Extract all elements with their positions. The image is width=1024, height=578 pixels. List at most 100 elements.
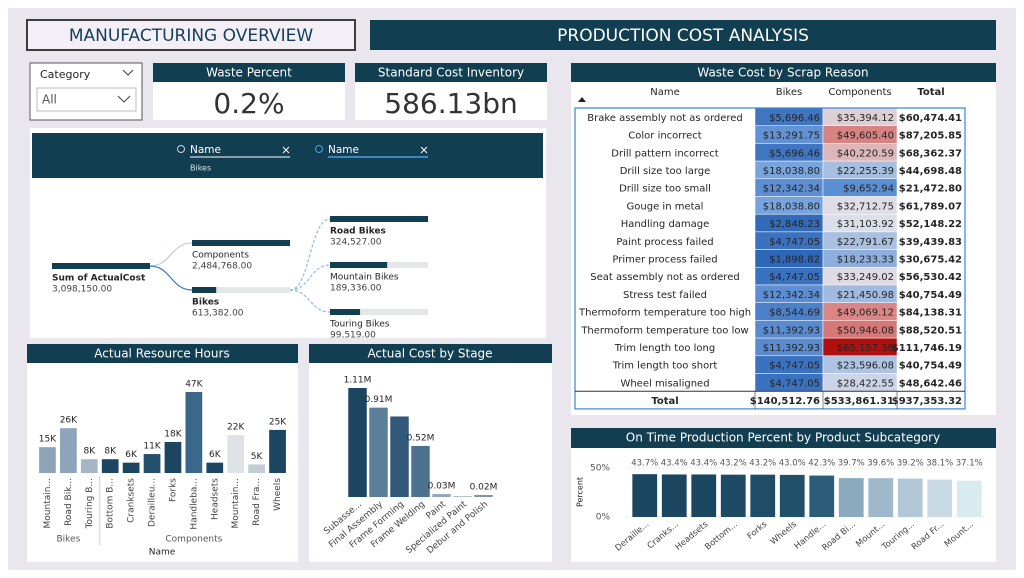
bar [192, 287, 217, 293]
cell: $40,754.49 [899, 361, 962, 372]
cell: $50,946.08 [837, 325, 894, 336]
cell: $44,698.48 [899, 166, 962, 177]
data-label: 43.7% [631, 459, 658, 469]
cell: $40,220.59 [837, 148, 894, 159]
total-cell: $533,861.31 [824, 396, 894, 407]
connector [149, 242, 193, 267]
cell: $23,596.08 [837, 361, 894, 372]
cell: $28,422.55 [837, 378, 894, 389]
bar [956, 480, 982, 517]
cell: $56,530.42 [899, 272, 962, 283]
cell: Trim length too short [612, 361, 718, 372]
data-label: 43.2% [720, 459, 747, 469]
cell: $30,675.42 [899, 254, 962, 265]
node-name: Bikes [192, 298, 219, 308]
chevron [117, 95, 131, 103]
cell: $60,474.41 [899, 113, 962, 124]
cell: $9,652.94 [843, 184, 894, 195]
chart-title: Actual Resource Hours [94, 347, 229, 361]
data-label: 22K [227, 423, 245, 433]
bar [720, 474, 746, 517]
cell: $4,747.05 [769, 378, 820, 389]
x-tick-label: Derailleu... [148, 478, 158, 527]
x-tick-label: Cranksets [127, 478, 137, 523]
column-header[interactable]: Bikes [776, 87, 802, 98]
cell: $32,712.75 [837, 201, 894, 212]
card-label: Waste Percent [206, 66, 292, 80]
cell: $61,789.07 [899, 201, 962, 212]
x-tick-label: Bottom B... [106, 478, 116, 529]
column-header[interactable]: Components [828, 87, 891, 98]
bar [185, 392, 203, 473]
x-tick-label: Road Bik... [64, 478, 74, 526]
x-axis-label: Name [149, 548, 176, 558]
bar [348, 388, 367, 497]
data-label: 11K [143, 442, 161, 452]
slicer-dropdown[interactable] [36, 87, 137, 112]
cell: Drill size too small [619, 184, 711, 195]
close-icon[interactable] [420, 146, 428, 154]
cell: $8,544.69 [769, 308, 820, 319]
y-tick-label: 0% [596, 513, 611, 523]
y-axis-label: Percent [576, 477, 585, 507]
cell: $87,205.85 [899, 131, 962, 142]
bar [390, 416, 409, 497]
cell: Seat assembly not as ordered [590, 272, 739, 283]
cell: Primer process failed [612, 254, 717, 265]
cell: $12,342.34 [763, 290, 820, 301]
cell: $52,148.22 [899, 219, 962, 230]
bulb-icon [315, 145, 323, 153]
bar [248, 464, 265, 473]
node-name: Road Bikes [330, 227, 386, 237]
subtitle: PRODUCTION COST ANALYSIS [557, 26, 809, 46]
data-label: 8K [83, 447, 96, 457]
x-tick-label: Headsets [210, 478, 220, 520]
bar [143, 454, 161, 473]
total-cell: $937,353.32 [892, 396, 962, 407]
cell: $4,747.05 [769, 361, 820, 372]
bar [101, 459, 119, 473]
column-header[interactable]: Name [650, 87, 680, 98]
chart-header [571, 428, 996, 448]
table-header [571, 63, 996, 82]
bar [164, 441, 182, 473]
cell: $4,747.05 [769, 272, 820, 283]
cell: $21,450.98 [837, 290, 894, 301]
bar [453, 496, 472, 497]
data-label: 43.4% [690, 459, 717, 469]
bar [632, 474, 658, 517]
data-label: 0.03M [428, 482, 456, 492]
close-icon[interactable] [282, 146, 290, 154]
bar [369, 407, 388, 497]
cell: $22,255.39 [837, 166, 894, 177]
y-tick-label: 50% [590, 464, 610, 474]
card-label: Standard Cost Inventory [378, 66, 524, 80]
card-header [153, 63, 345, 82]
cell: Drill size too large [620, 166, 711, 177]
sort-icon[interactable] [578, 97, 586, 102]
card-value: 0.2% [213, 87, 284, 120]
chart-header [309, 344, 552, 363]
chart-header [27, 344, 298, 363]
x-tick-label: Wheels [273, 478, 283, 511]
column-header[interactable]: Total [917, 87, 944, 98]
node-value: 613,382.00 [192, 309, 244, 319]
bar [192, 240, 290, 246]
node-value: 324,527.00 [330, 238, 382, 248]
bar [411, 445, 430, 497]
bar [779, 474, 805, 517]
data-label: 0.91M [365, 395, 393, 405]
data-label: 43.4% [661, 459, 688, 469]
x-tick-label: Forks [168, 478, 178, 502]
subtitle-box [370, 20, 996, 50]
cell: $5,696.46 [769, 148, 820, 159]
bar [927, 479, 953, 517]
cell: $49,605.40 [837, 131, 894, 142]
connector [289, 289, 331, 313]
cell: Thermoform temperature too low [580, 325, 748, 336]
cell: $18,038.80 [763, 201, 820, 212]
bar [750, 474, 776, 517]
group-label: Bikes [56, 535, 80, 545]
total-cell: Total [651, 396, 678, 407]
